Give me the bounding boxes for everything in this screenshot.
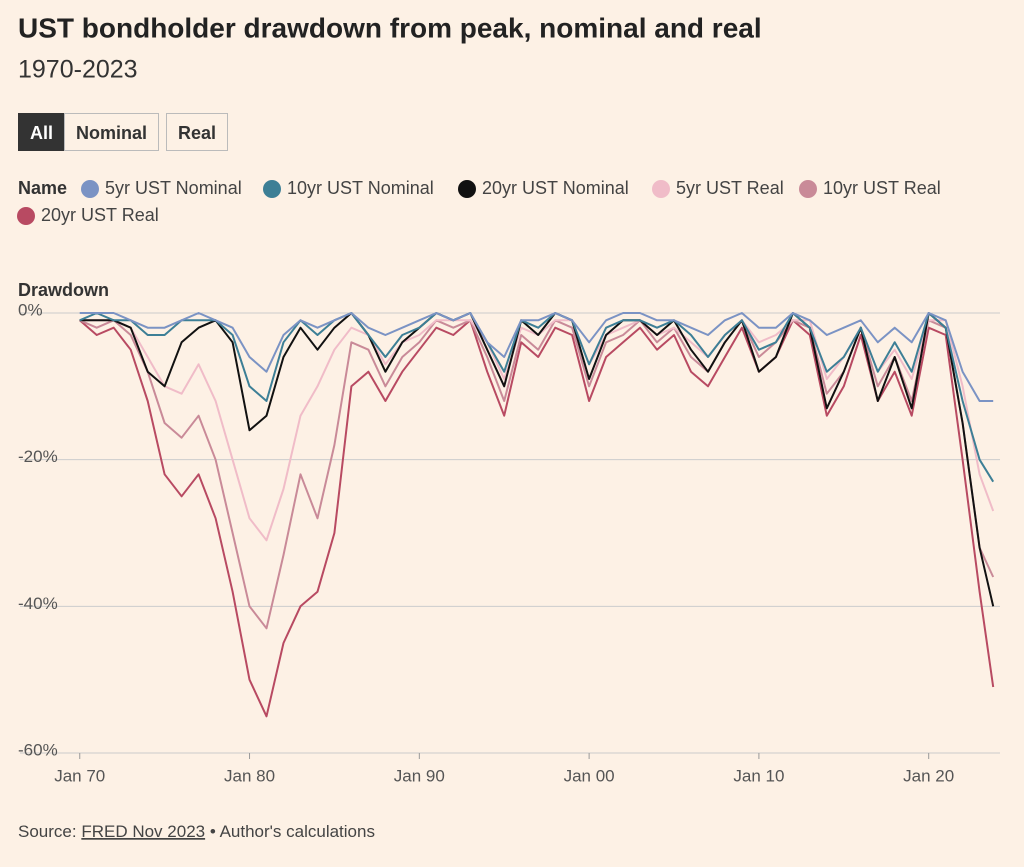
series-line xyxy=(79,319,995,718)
x-tick-label: Jan 70 xyxy=(54,766,105,785)
source: Source: FRED Nov 2023 • Author's calcula… xyxy=(18,822,375,841)
series-line xyxy=(79,312,994,402)
legend-swatch xyxy=(17,207,35,225)
source-link[interactable]: FRED Nov 2023 xyxy=(81,822,205,841)
x-tick-label: Jan 20 xyxy=(903,766,954,785)
legend-swatch xyxy=(799,180,817,198)
series-line xyxy=(79,312,995,483)
legend-swatch xyxy=(652,180,670,198)
legend-swatch xyxy=(81,180,99,198)
series-line xyxy=(79,319,995,630)
legend-swatch xyxy=(458,180,476,198)
y-tick-label: -20% xyxy=(18,447,58,466)
x-tick-label: Jan 90 xyxy=(394,766,445,785)
legend-label: 5yr UST Nominal xyxy=(105,178,242,198)
filter-button[interactable]: Nominal xyxy=(64,113,160,151)
legend-swatch xyxy=(263,180,281,198)
legend-label: 10yr UST Real xyxy=(823,178,941,198)
chart-title: UST bondholder drawdown from peak, nomin… xyxy=(18,12,762,43)
x-tick-label: Jan 10 xyxy=(733,766,784,785)
y-axis-label: Drawdown xyxy=(18,280,109,300)
source-prefix: Source: xyxy=(18,822,77,841)
legend-label: 20yr UST Nominal xyxy=(482,178,629,198)
source-note: • Author's calculations xyxy=(210,822,375,841)
y-tick-label: 0% xyxy=(18,300,43,319)
filter-button[interactable]: Real xyxy=(166,113,229,151)
legend-title: Name xyxy=(18,178,67,198)
y-tick-label: -60% xyxy=(18,740,58,759)
series-line xyxy=(79,319,995,542)
series-line xyxy=(79,312,995,607)
x-tick-label: Jan 00 xyxy=(564,766,615,785)
y-tick-label: -40% xyxy=(18,594,58,613)
legend-label: 5yr UST Real xyxy=(676,178,784,198)
x-tick-label: Jan 80 xyxy=(224,766,275,785)
legend-label: 20yr UST Real xyxy=(41,205,159,225)
legend-label: 10yr UST Nominal xyxy=(287,178,434,198)
chart-subtitle: 1970-2023 xyxy=(18,56,138,84)
filter-button[interactable]: All xyxy=(18,113,66,151)
